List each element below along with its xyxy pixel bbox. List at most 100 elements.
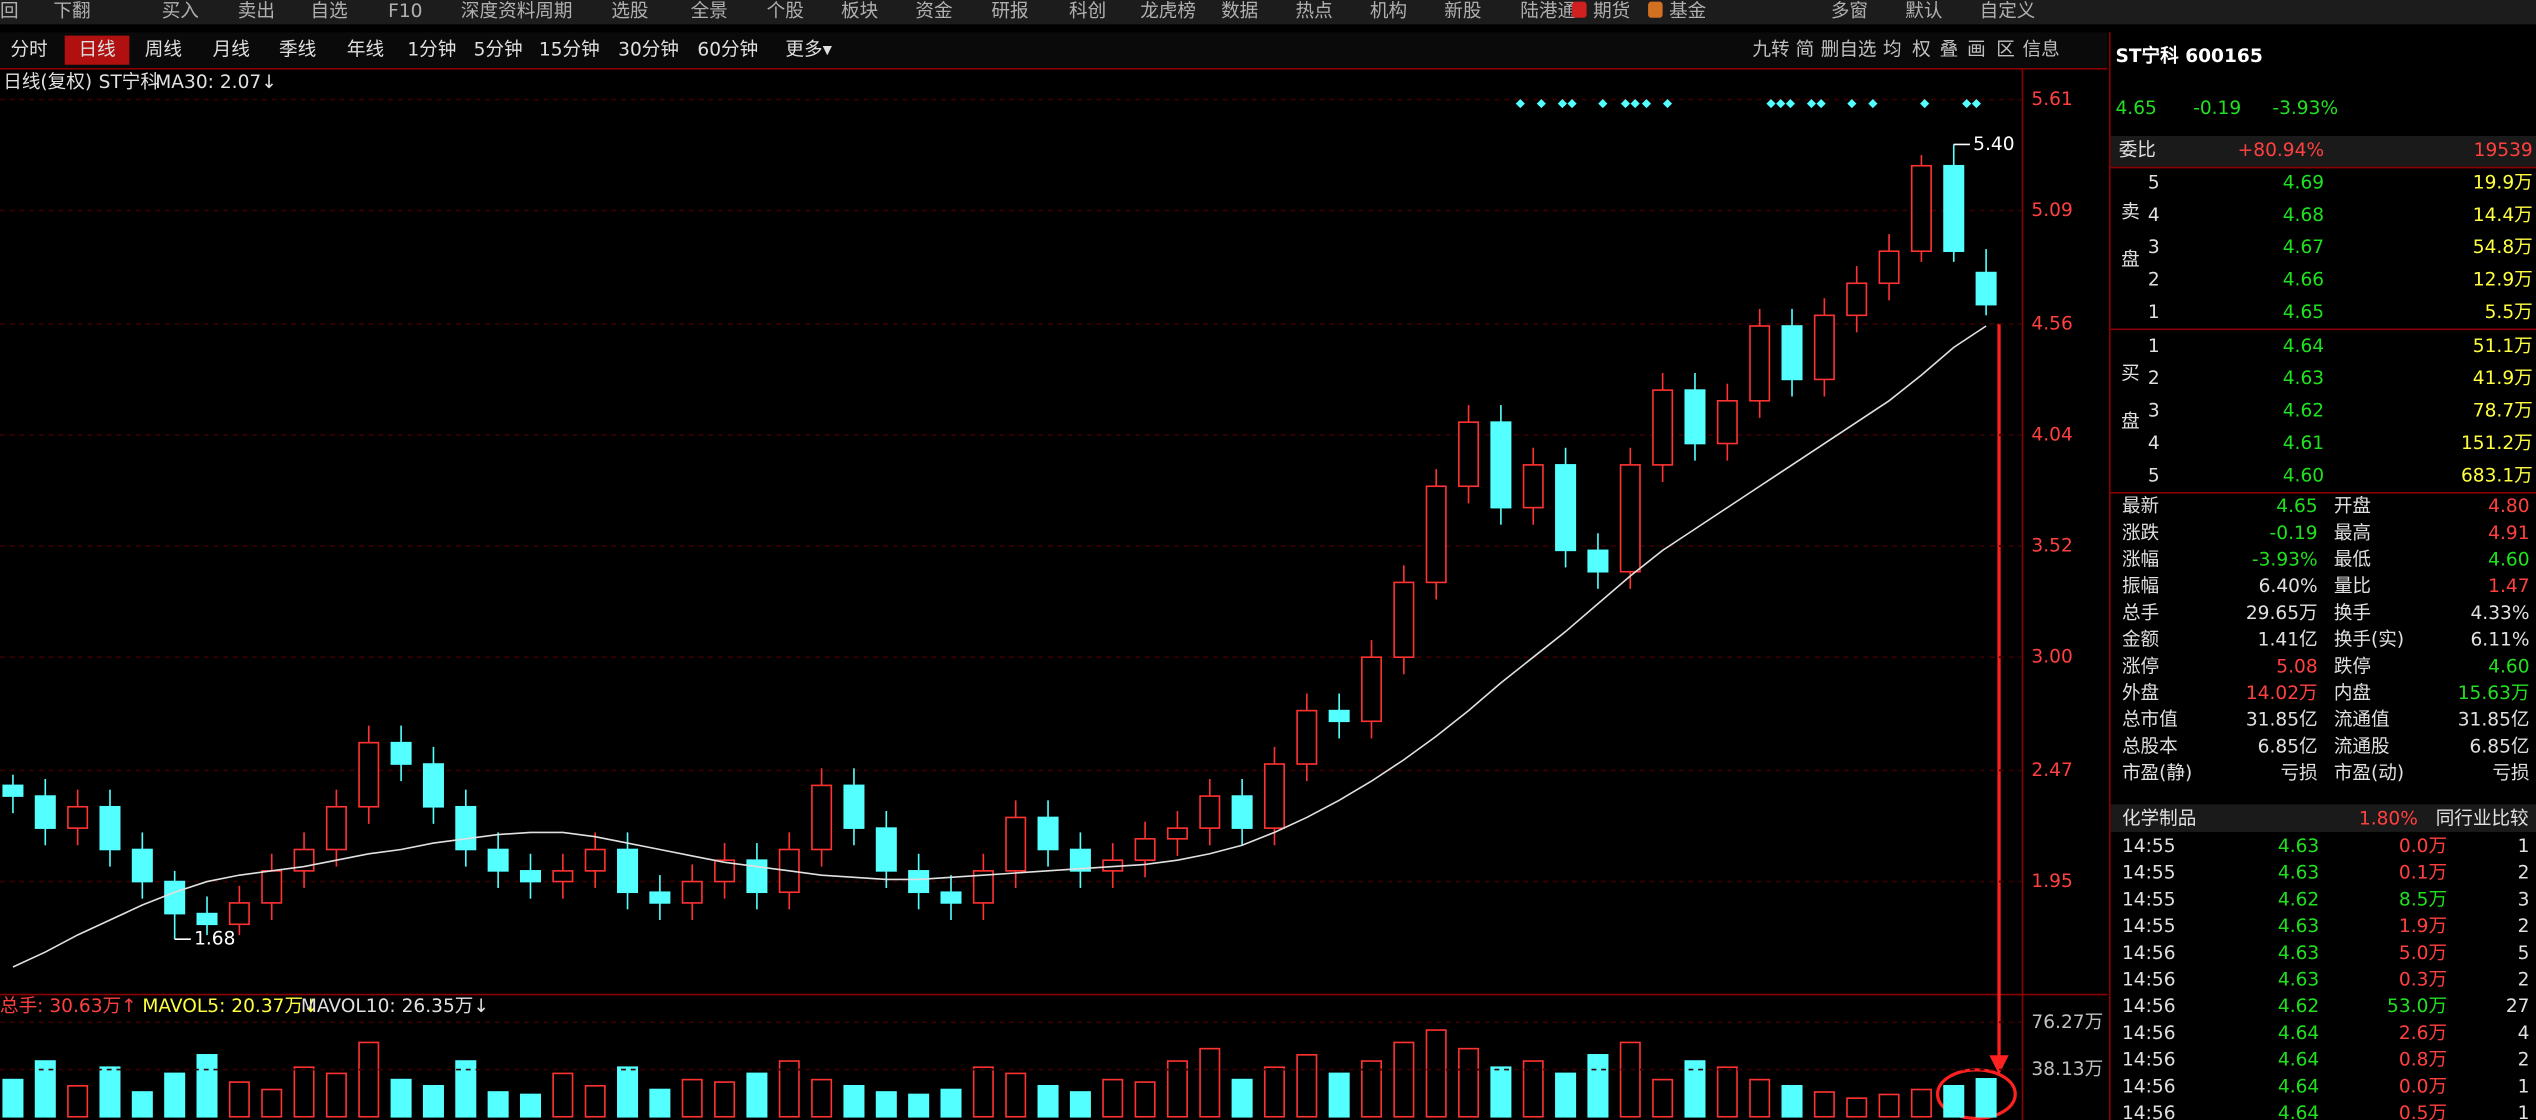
menu-item[interactable]: 多窗 <box>1831 1 1868 22</box>
chart-tool[interactable]: 简 <box>1796 40 1815 61</box>
tab[interactable]: 季线 <box>279 40 316 61</box>
menu-item[interactable]: 个股 <box>767 1 804 22</box>
candle-body <box>1166 827 1188 840</box>
tab[interactable]: 15分钟 <box>539 40 600 61</box>
stat-label: 跌停 <box>2334 656 2371 677</box>
trade-price: 4.64 <box>2278 1050 2319 1071</box>
trade-price: 4.62 <box>2278 996 2319 1017</box>
volume-bar <box>1263 1066 1285 1118</box>
volume-bar <box>1296 1054 1318 1118</box>
stat-value: 亏损 <box>2280 763 2317 784</box>
chart-tool[interactable]: 均 <box>1883 40 1902 61</box>
stat-value: 6.85亿 <box>2470 736 2530 757</box>
chart-tool[interactable]: 删自选 <box>1821 40 1877 61</box>
candle-body <box>681 880 703 904</box>
tab[interactable]: 更多▾ <box>785 40 832 61</box>
menu-item[interactable]: 陆港通 <box>1520 1 1576 22</box>
candle-body <box>1910 164 1932 253</box>
menu-item[interactable]: 回 <box>0 1 19 22</box>
menu-item[interactable]: 自定义 <box>1980 1 2036 22</box>
candle-body <box>390 741 412 765</box>
candle-body <box>617 848 639 894</box>
candle-body <box>1231 795 1253 829</box>
y-tick-label: 4.56 <box>2031 313 2072 334</box>
menu-item[interactable]: 机构 <box>1370 1 1407 22</box>
tab[interactable]: 60分钟 <box>697 40 758 61</box>
volume-bar <box>325 1072 347 1118</box>
menu-item[interactable]: 全景 <box>691 1 728 22</box>
menu-item[interactable]: 自选 <box>311 1 348 22</box>
volume-bar <box>1393 1041 1415 1118</box>
tab[interactable]: 分时 <box>11 40 48 61</box>
stat-label: 流通股 <box>2334 736 2390 757</box>
chart-tool[interactable]: 信息 <box>2022 40 2059 61</box>
signal <box>1920 99 1930 109</box>
candle-body <box>325 805 347 851</box>
stat-value: 4.65 <box>2276 496 2317 517</box>
volume-label: 总手: 30.63万↑ <box>0 996 137 1017</box>
tab[interactable]: 年线 <box>347 40 384 61</box>
chart-tool[interactable]: 画 <box>1967 40 1986 61</box>
volume-bar <box>1878 1093 1900 1118</box>
stat-label: 开盘 <box>2334 496 2371 517</box>
candle-body <box>1134 838 1156 861</box>
candle-body <box>1684 389 1706 445</box>
menu-item[interactable]: 卖出 <box>238 1 275 22</box>
volume-bar <box>34 1060 56 1118</box>
chart-tool[interactable]: 权 <box>1912 40 1931 61</box>
candle-body <box>358 741 380 808</box>
volume-bar <box>293 1066 315 1118</box>
volume-bar <box>1749 1078 1771 1118</box>
chart-tool[interactable]: 九转 <box>1752 40 1789 61</box>
book-price: 4.60 <box>2283 465 2324 486</box>
tab[interactable]: 30分钟 <box>618 40 679 61</box>
volume-bar <box>1360 1060 1383 1118</box>
tab[interactable]: 5分钟 <box>474 40 523 61</box>
candle-body <box>196 912 218 926</box>
tab[interactable]: 月线 <box>213 40 250 61</box>
menu-item[interactable]: 默认 <box>1905 1 1942 22</box>
stat-value: 4.80 <box>2488 496 2529 517</box>
menu-item[interactable]: 选股 <box>611 1 648 22</box>
menu-item[interactable]: 热点 <box>1295 1 1332 22</box>
menu-item[interactable]: 基金 <box>1669 1 1707 22</box>
industry-compare[interactable]: 同行业比较 <box>2436 808 2529 829</box>
book-volume: 5.5万 <box>2485 302 2533 323</box>
book-level: 3 <box>2148 401 2160 422</box>
candle-body <box>131 848 153 883</box>
menu-item[interactable]: 资金 <box>915 1 953 22</box>
industry-row <box>2110 804 2536 832</box>
trade-price: 4.64 <box>2278 1076 2319 1097</box>
volume-bar <box>261 1088 283 1118</box>
menu-item[interactable]: 数据 <box>1221 1 1258 22</box>
menu-item[interactable]: 科创 <box>1069 1 1106 22</box>
candle-body <box>34 795 56 829</box>
signal <box>1620 99 1631 109</box>
candle-body <box>519 870 542 883</box>
menu-item[interactable]: F10 <box>388 1 422 22</box>
tab[interactable]: 日线 <box>78 40 115 61</box>
trade-count: 5 <box>2518 943 2530 964</box>
tab[interactable]: 周线 <box>145 40 182 61</box>
menu-item[interactable]: 买入 <box>162 1 199 22</box>
chart-tool[interactable]: 区 <box>1996 40 2015 61</box>
volume-bar <box>584 1084 606 1118</box>
menu-item[interactable]: 新股 <box>1444 1 1481 22</box>
menu-item[interactable]: 期货 <box>1593 1 1630 22</box>
menu-item[interactable]: 龙虎榜 <box>1140 1 1196 22</box>
tab[interactable]: 1分钟 <box>407 40 456 61</box>
chart-tool[interactable]: 叠 <box>1940 40 1959 61</box>
volume-bar <box>1555 1072 1577 1118</box>
candle-body <box>552 870 574 883</box>
candle-body <box>1587 549 1609 573</box>
candle-body <box>1490 421 1512 509</box>
menu-item[interactable]: 板块 <box>841 1 878 22</box>
menu-item[interactable]: 下翻 <box>53 1 90 22</box>
menu-item[interactable]: 周期 <box>535 1 572 22</box>
volume-bar <box>1910 1088 1932 1118</box>
menu-item[interactable]: 研报 <box>991 1 1028 22</box>
trade-volume: 5.0万 <box>2399 943 2447 964</box>
stat-value: 4.91 <box>2488 523 2529 544</box>
menu-item[interactable]: 深度资料 <box>461 1 535 22</box>
trade-price: 4.63 <box>2278 916 2319 937</box>
